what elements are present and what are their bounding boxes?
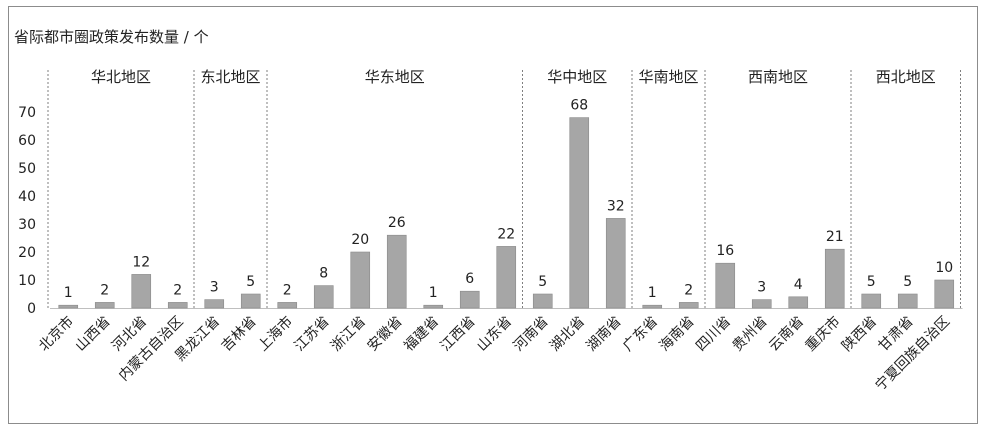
data-label: 2 — [283, 282, 292, 298]
x-tick-label: 陕西省 — [839, 314, 880, 355]
bar — [58, 304, 79, 309]
bar — [131, 274, 152, 309]
region-label: 华中地区 — [547, 68, 607, 86]
x-tick-label: 山西省 — [73, 314, 114, 355]
bar — [824, 248, 845, 309]
x-tick-label: 云南省 — [766, 314, 807, 355]
x-tick-label: 上海市 — [254, 313, 296, 355]
y-tick-label: 70 — [18, 105, 36, 121]
bar — [569, 117, 590, 309]
x-tick-label: 河南省 — [511, 314, 552, 355]
bar — [313, 285, 334, 309]
data-label: 1 — [429, 285, 438, 301]
data-label: 5 — [903, 274, 912, 290]
data-label: 2 — [100, 282, 109, 298]
data-label: 2 — [684, 282, 693, 298]
data-label: 26 — [388, 215, 406, 231]
data-label: 4 — [794, 277, 803, 293]
bar — [861, 293, 882, 309]
y-tick-label: 0 — [27, 301, 36, 317]
y-tick-label: 20 — [18, 245, 36, 261]
data-label: 3 — [210, 280, 219, 296]
bar — [386, 234, 407, 309]
data-label: 5 — [867, 274, 876, 290]
chart-frame — [8, 6, 978, 424]
x-tick-label: 江苏省 — [292, 314, 333, 355]
region-label: 华南地区 — [638, 68, 698, 86]
bar — [532, 293, 553, 309]
x-tick-label: 福建省 — [401, 314, 442, 355]
bar — [605, 218, 626, 309]
x-tick-label: 重庆市 — [802, 313, 844, 355]
data-label: 1 — [64, 285, 73, 301]
region-label: 西南地区 — [748, 68, 808, 86]
x-tick-label: 浙江省 — [328, 314, 369, 355]
x-tick-label: 湖北省 — [547, 314, 588, 355]
x-tick-label: 吉林省 — [219, 314, 260, 355]
x-tick-label: 广东省 — [620, 314, 661, 355]
y-tick-label: 50 — [18, 161, 36, 177]
bar — [167, 302, 188, 309]
bar — [897, 293, 918, 309]
bar — [496, 246, 517, 309]
x-tick-label: 安徽省 — [365, 314, 406, 355]
bar — [788, 296, 809, 309]
y-tick-label: 10 — [18, 273, 36, 289]
data-label: 20 — [351, 232, 369, 248]
x-tick-label: 贵州省 — [730, 314, 771, 355]
x-tick-label: 北京市 — [35, 313, 77, 355]
bar — [204, 299, 225, 309]
region-label: 华北地区 — [91, 68, 151, 86]
x-tick-label: 海南省 — [657, 314, 698, 355]
bar — [642, 304, 663, 309]
bar — [678, 302, 699, 309]
data-label: 16 — [716, 243, 734, 259]
data-label: 22 — [497, 226, 515, 242]
region-label: 华东地区 — [365, 68, 425, 86]
data-label: 5 — [538, 274, 547, 290]
data-label: 68 — [570, 98, 588, 114]
data-label: 10 — [935, 260, 953, 276]
x-tick-label: 四川省 — [693, 314, 734, 355]
bar — [751, 299, 772, 309]
bar — [934, 279, 955, 309]
bar — [350, 251, 371, 309]
data-label: 2 — [173, 282, 182, 298]
data-label: 1 — [648, 285, 657, 301]
data-label: 32 — [607, 198, 625, 214]
data-label: 12 — [132, 254, 150, 270]
x-tick-label: 湖南省 — [584, 314, 625, 355]
x-tick-label: 山东省 — [474, 314, 515, 355]
data-label: 8 — [319, 266, 328, 282]
bar — [94, 302, 115, 309]
data-label: 21 — [826, 229, 844, 245]
y-tick-label: 40 — [18, 189, 36, 205]
y-tick-label: 30 — [18, 217, 36, 233]
bar — [459, 290, 480, 309]
y-tick-label: 60 — [18, 133, 36, 149]
data-label: 6 — [465, 271, 474, 287]
chart-title: 省际都市圈政策发布数量 / 个 — [14, 28, 209, 46]
region-label: 西北地区 — [876, 68, 936, 86]
data-label: 5 — [246, 274, 255, 290]
bar — [423, 304, 444, 309]
data-label: 3 — [757, 280, 766, 296]
bar — [715, 262, 736, 309]
bar — [240, 293, 261, 309]
region-label: 东北地区 — [200, 68, 260, 86]
x-tick-label: 江西省 — [438, 314, 479, 355]
bar — [277, 302, 298, 309]
